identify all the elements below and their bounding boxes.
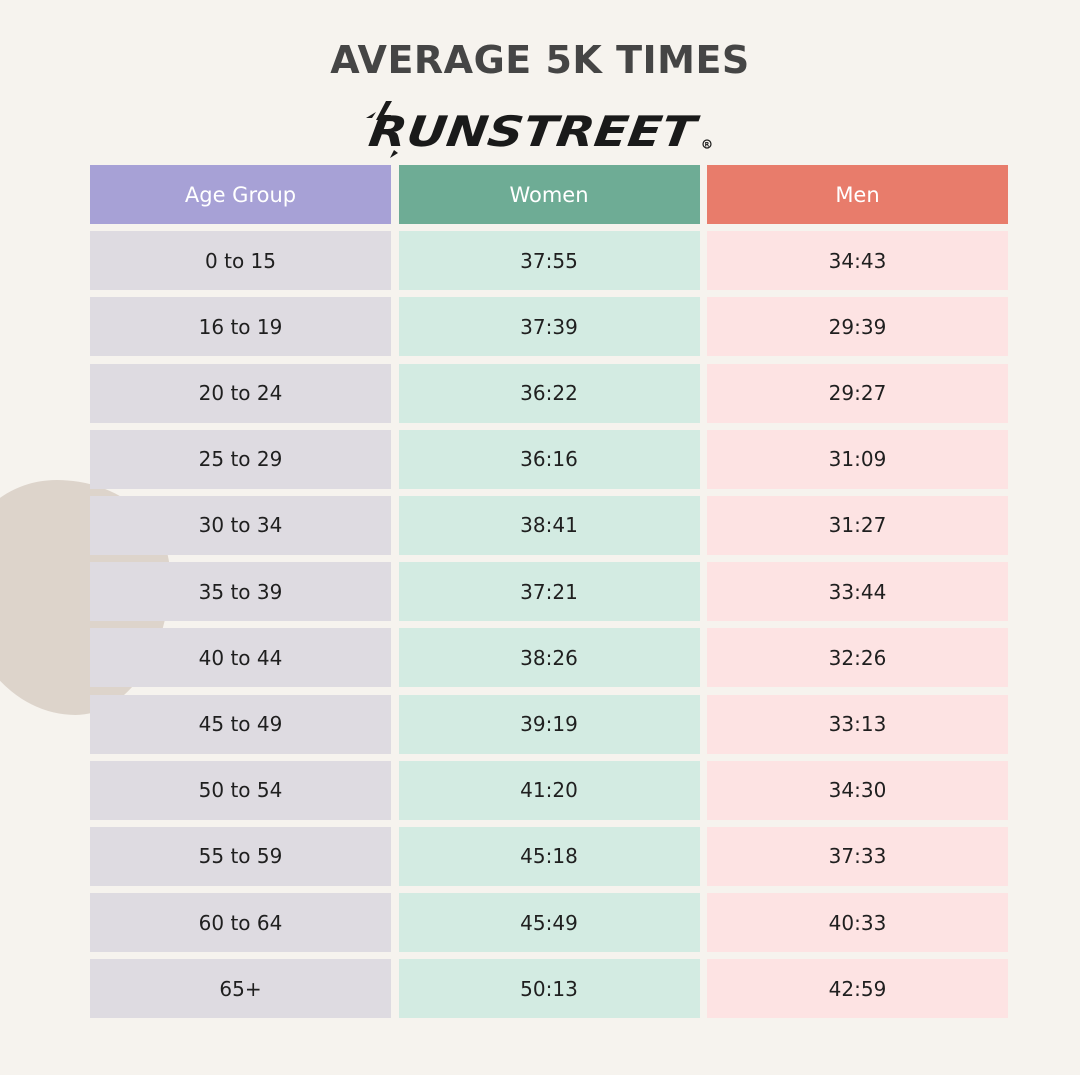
women-time-cell: 37:39 (398, 297, 700, 357)
women-time-cell: 50:13 (398, 959, 700, 1019)
women-time-cell: 37:55 (398, 231, 700, 291)
age-group-cell: 55 to 59 (90, 826, 391, 886)
men-time-cell: 34:30 (707, 760, 1008, 820)
age-group-cell: 45 to 49 (90, 694, 391, 754)
page-title: AVERAGE 5K TIMES (330, 38, 750, 82)
age-group-cell: 20 to 24 (90, 363, 391, 423)
women-time-cell: 38:41 (398, 495, 700, 555)
men-time-cell: 42:59 (707, 959, 1008, 1019)
age-group-cell: 60 to 64 (90, 893, 391, 953)
men-time-cell: 29:27 (707, 363, 1008, 423)
age-group-cell: 0 to 15 (90, 231, 391, 291)
logo-graphic: RUNSTREET R (366, 101, 712, 158)
women-time-cell: 41:20 (398, 760, 700, 820)
logo-wordmark: RUNSTREET (366, 107, 703, 156)
men-time-cell: 33:44 (707, 562, 1008, 622)
runstreet-logo: RUNSTREET R (364, 98, 716, 158)
men-time-cell: 29:39 (707, 297, 1008, 357)
svg-text:R: R (705, 142, 710, 149)
age-group-cell: 25 to 29 (90, 429, 391, 489)
header-women: Women (398, 165, 700, 224)
age-group-cell: 50 to 54 (90, 760, 391, 820)
men-time-cell: 32:26 (707, 628, 1008, 688)
header-men: Men (707, 165, 1008, 224)
women-time-cell: 45:18 (398, 826, 700, 886)
age-group-cell: 65+ (90, 959, 391, 1019)
men-time-cell: 40:33 (707, 893, 1008, 953)
women-time-cell: 36:16 (398, 429, 700, 489)
men-time-cell: 37:33 (707, 826, 1008, 886)
age-group-cell: 40 to 44 (90, 628, 391, 688)
women-time-cell: 39:19 (398, 694, 700, 754)
lightning-bolt-icon (373, 101, 392, 138)
age-group-cell: 16 to 19 (90, 297, 391, 357)
age-group-cell: 35 to 39 (90, 562, 391, 622)
women-time-cell: 38:26 (398, 628, 700, 688)
age-group-cell: 30 to 34 (90, 495, 391, 555)
men-time-cell: 34:43 (707, 231, 1008, 291)
men-time-cell: 31:27 (707, 495, 1008, 555)
women-time-cell: 37:21 (398, 562, 700, 622)
women-time-cell: 45:49 (398, 893, 700, 953)
header-age-group: Age Group (90, 165, 391, 224)
times-table: Age Group Women Men 0 to 15 37:55 34:43 16 … (90, 165, 1008, 1021)
men-time-cell: 31:09 (707, 429, 1008, 489)
men-time-cell: 33:13 (707, 694, 1008, 754)
women-time-cell: 36:22 (398, 363, 700, 423)
